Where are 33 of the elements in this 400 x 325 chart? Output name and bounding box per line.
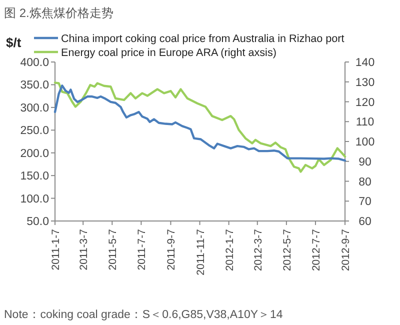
text: Note：coking coal grade：S＜0.6,G85,V38,A10Y＞14 [4, 309, 284, 321]
y2-tick-label: 90 [358, 156, 372, 168]
y-tick-label: 400.0 [20, 57, 49, 69]
title: 图 2.炼焦煤价格走势 [4, 6, 114, 20]
x-tick-label: 2012-5-7 [281, 228, 294, 272]
x-tick-label: 2011-9-7 [166, 228, 178, 270]
y-tick-label: 50.0 [26, 216, 49, 228]
y2-tick-label: 140 [355, 57, 375, 69]
x-tick-label: 2011-5-7 [107, 228, 120, 270]
y2-tick-label: 60 [358, 216, 372, 228]
y2-tick-label: 80 [358, 176, 372, 188]
y2-tick-label: 70 [358, 196, 372, 208]
x-tick-label: 2012-1-7 [224, 228, 236, 272]
x-tick-label: 2012-3-7 [252, 228, 264, 272]
x-tick-label: 2011-7-7 [136, 228, 148, 270]
x-tick-label: 2012-7-7 [310, 228, 322, 272]
legend-label: China import coking coal price from Australia in Rizhao port [61, 33, 344, 45]
x-tick-label: 2011-3-7 [78, 228, 90, 270]
ylabel: $/t [6, 35, 22, 50]
y-tick-label: 150.0 [20, 170, 49, 183]
y-tick-label: 350.0 [20, 80, 49, 92]
x-tick-label: 2011-1-7 [50, 228, 62, 270]
y2-tick-label: 130 [355, 76, 375, 89]
y2-tick-label: 110 [356, 116, 374, 129]
legend-label: Energy coal price in Europe ARA (right axsis) [61, 47, 276, 59]
y2-tick-label: 100 [355, 136, 375, 148]
y2-tick-label: 120 [355, 96, 375, 109]
y-tick-label: 300.0 [20, 102, 49, 114]
y-tick-label: 200.0 [20, 148, 49, 160]
x-tick-label: 2011-11-7 [194, 228, 207, 276]
y-tick-label: 100.0 [20, 193, 49, 206]
y-tick-label: 250.0 [20, 125, 49, 138]
x-tick-label: 2012-9-7 [340, 228, 352, 272]
